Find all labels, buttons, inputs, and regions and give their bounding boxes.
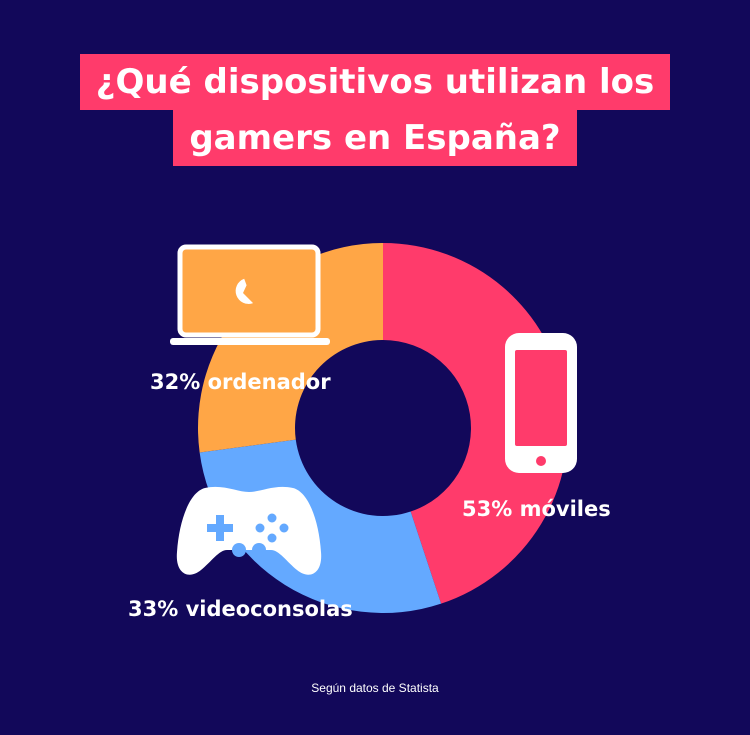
slice-ordenador xyxy=(197,243,383,453)
slice-label-moviles: 53% móviles xyxy=(462,497,611,521)
smartphone-icon xyxy=(505,333,577,473)
source-note: Según datos de Statista xyxy=(311,681,439,695)
gamepad-icon xyxy=(176,486,322,575)
slice-videoconsolas xyxy=(199,439,442,613)
slice-label-ordenador: 32% ordenador xyxy=(150,370,331,394)
title-block: ¿Qué dispositivos utilizan los gamers en… xyxy=(0,54,750,166)
title-line-2: gamers en España? xyxy=(173,110,577,166)
laptop-icon xyxy=(170,244,330,345)
slice-label-videoconsolas: 33% videoconsolas xyxy=(128,597,353,621)
title-line-1: ¿Qué dispositivos utilizan los xyxy=(79,54,671,110)
